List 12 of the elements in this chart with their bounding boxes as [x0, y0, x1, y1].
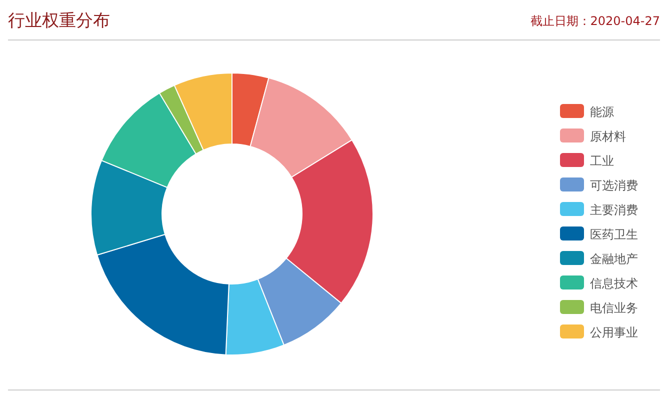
chart-subtitle: 截止日期：2020-04-27	[530, 14, 660, 28]
legend-label: 能源	[590, 105, 614, 119]
legend-label: 原材料	[590, 130, 626, 144]
legend-label: 公用事业	[590, 326, 638, 340]
legend-label: 信息技术	[590, 276, 638, 290]
legend-label: 医药卫生	[590, 228, 638, 242]
legend-label: 工业	[590, 154, 614, 168]
legend-label: 可选消费	[590, 178, 638, 192]
legend-label: 主要消费	[590, 203, 638, 217]
legend-label: 金融地产	[590, 252, 638, 266]
legend-label: 电信业务	[590, 301, 638, 315]
chart-title: 行业权重分布	[8, 11, 110, 31]
